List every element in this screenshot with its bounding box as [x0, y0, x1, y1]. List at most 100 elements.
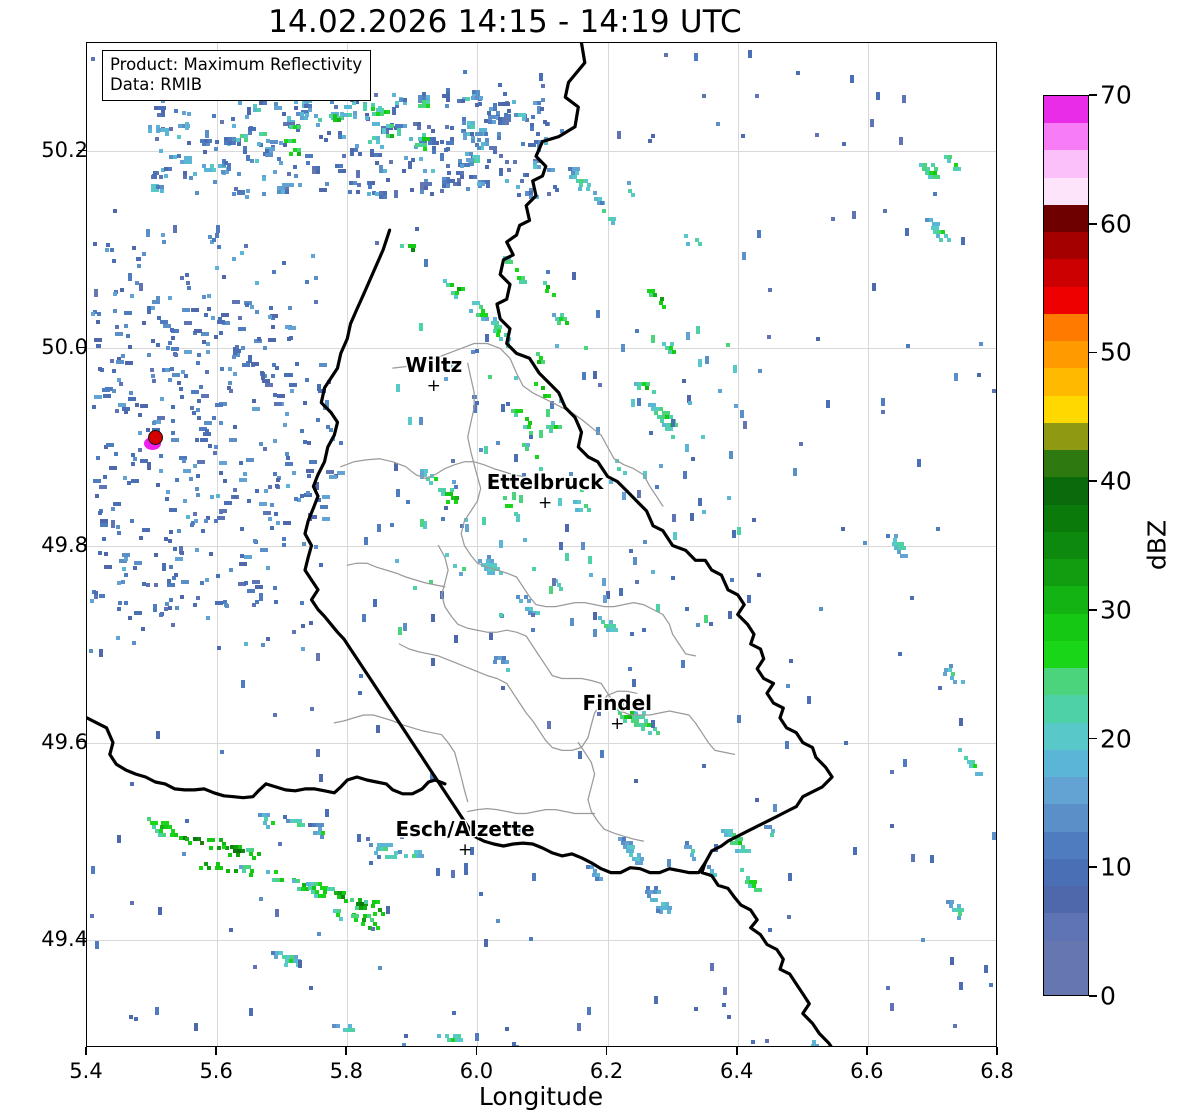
colorbar-tick-label: 40 — [1100, 466, 1132, 496]
y-tick-mark — [78, 543, 86, 546]
info-data-line: Data: RMIB — [110, 75, 203, 95]
city-marker-esch-alzette: Esch/Alzette + — [395, 819, 534, 859]
colorbar-band — [1044, 831, 1088, 859]
city-marker-wiltz: Wiltz + — [405, 355, 462, 395]
colorbar-band — [1044, 477, 1088, 505]
colorbar-band — [1044, 395, 1088, 423]
page-title: 14.02.2026 14:15 - 14:19 UTC — [268, 4, 742, 40]
colorbar-tick-label: 0 — [1100, 981, 1116, 1011]
colorbar-tick-mark — [1089, 480, 1097, 483]
info-box: Product: Maximum Reflectivity Data: RMIB — [102, 50, 372, 102]
colorbar-band — [1044, 940, 1088, 968]
colorbar-band — [1044, 232, 1088, 260]
y-tick-label: 49.6 — [41, 729, 88, 754]
colorbar-band — [1044, 341, 1088, 369]
colorbar-band — [1044, 777, 1088, 805]
city-label: Esch/Alzette — [395, 817, 535, 841]
colorbar-tick-mark — [1089, 94, 1097, 96]
city-label: Findel — [582, 690, 653, 715]
colorbar-band — [1044, 422, 1088, 450]
y-tick-label: 49.4 — [41, 926, 88, 951]
x-tick-label: 5.4 — [69, 1059, 103, 1083]
x-tick-mark — [735, 1047, 738, 1055]
colorbar-band — [1044, 177, 1088, 205]
radar-site-marker[interactable] — [142, 428, 168, 454]
x-tick-mark — [996, 1047, 998, 1055]
colorbar-tick-mark — [1089, 351, 1097, 354]
colorbar-band — [1044, 886, 1088, 914]
y-tick-mark — [78, 740, 86, 743]
info-product-line: Product: Maximum Reflectivity — [110, 55, 363, 74]
colorbar-band — [1044, 695, 1088, 723]
colorbar-tick-mark — [1089, 222, 1097, 225]
y-tick-label: 49.8 — [41, 532, 88, 557]
colorbar-gradient — [1044, 95, 1088, 995]
y-tick-mark — [78, 149, 86, 152]
x-tick-label: 6.6 — [850, 1059, 884, 1083]
colorbar-band — [1044, 913, 1088, 941]
colorbar-tick-mark — [1089, 995, 1097, 997]
colorbar-band — [1044, 586, 1088, 614]
y-tick-mark — [78, 937, 86, 940]
colorbar-tick-label: 50 — [1100, 337, 1132, 367]
x-tick-label: 6.2 — [589, 1059, 624, 1083]
x-axis-label: Longitude — [478, 1082, 604, 1111]
colorbar-band — [1044, 286, 1088, 314]
x-tick-mark — [85, 1047, 87, 1055]
colorbar-band — [1044, 204, 1088, 232]
x-tick-label: 6.8 — [980, 1059, 1014, 1083]
city-cross-icon: + — [537, 493, 553, 514]
colorbar-band — [1044, 858, 1088, 886]
colorbar-band — [1044, 259, 1088, 287]
y-tick-mark — [78, 346, 86, 349]
x-tick-mark — [345, 1047, 348, 1055]
colorbar-band — [1044, 504, 1088, 532]
y-tick-label: 50.0 — [41, 335, 88, 360]
colorbar-band — [1044, 313, 1088, 341]
colorbar-tick-label: 60 — [1100, 209, 1132, 239]
x-tick-mark — [866, 1047, 868, 1055]
y-tick-label: 50.2 — [41, 138, 88, 163]
colorbar-band — [1044, 804, 1088, 832]
city-marker-ettelbruck: Ettelbruck + — [487, 472, 604, 512]
colorbar-band — [1044, 640, 1088, 668]
radar-site-dot — [148, 430, 164, 446]
map-axes[interactable]: Wiltz + Ettelbruck + Findel + Esch/Alzette + Pr… — [86, 42, 997, 1047]
colorbar-band — [1044, 749, 1088, 777]
colorbar-tick-label: 20 — [1100, 724, 1132, 754]
colorbar-tick-mark — [1089, 866, 1097, 869]
colorbar[interactable] — [1043, 95, 1089, 996]
x-tick-mark — [215, 1047, 217, 1055]
colorbar-tick-label: 10 — [1100, 852, 1132, 882]
radar-reflectivity-layer — [87, 43, 996, 1046]
colorbar-band — [1044, 150, 1088, 178]
city-cross-icon: + — [457, 840, 473, 860]
y-axis-label: Latitude — [0, 494, 1, 597]
colorbar-band — [1044, 368, 1088, 396]
colorbar-tick-label: 70 — [1100, 80, 1132, 110]
colorbar-tick-mark — [1089, 737, 1097, 740]
x-tick-label: 5.8 — [329, 1059, 363, 1083]
city-cross-icon: + — [426, 376, 441, 396]
colorbar-band — [1044, 668, 1088, 696]
colorbar-tick-mark — [1089, 608, 1097, 611]
colorbar-label: dBZ — [1142, 519, 1172, 571]
x-tick-label: 6.4 — [720, 1059, 754, 1083]
x-tick-label: 6.0 — [459, 1059, 494, 1083]
city-label: Ettelbruck — [486, 470, 604, 495]
plot-clip: Wiltz + Ettelbruck + Findel + Esch/Alzette + — [87, 43, 996, 1046]
colorbar-band — [1044, 722, 1088, 750]
colorbar-band — [1044, 95, 1088, 123]
colorbar-band — [1044, 450, 1088, 478]
colorbar-band — [1044, 967, 1088, 995]
colorbar-band — [1044, 559, 1088, 587]
colorbar-band — [1044, 531, 1088, 559]
city-marker-findel: Findel + — [583, 693, 653, 733]
city-label: Wiltz — [405, 353, 463, 377]
colorbar-tick-label: 30 — [1100, 595, 1132, 625]
colorbar-band — [1044, 613, 1088, 641]
city-cross-icon: + — [610, 713, 625, 734]
x-tick-label: 5.6 — [199, 1059, 233, 1083]
colorbar-band — [1044, 123, 1088, 151]
